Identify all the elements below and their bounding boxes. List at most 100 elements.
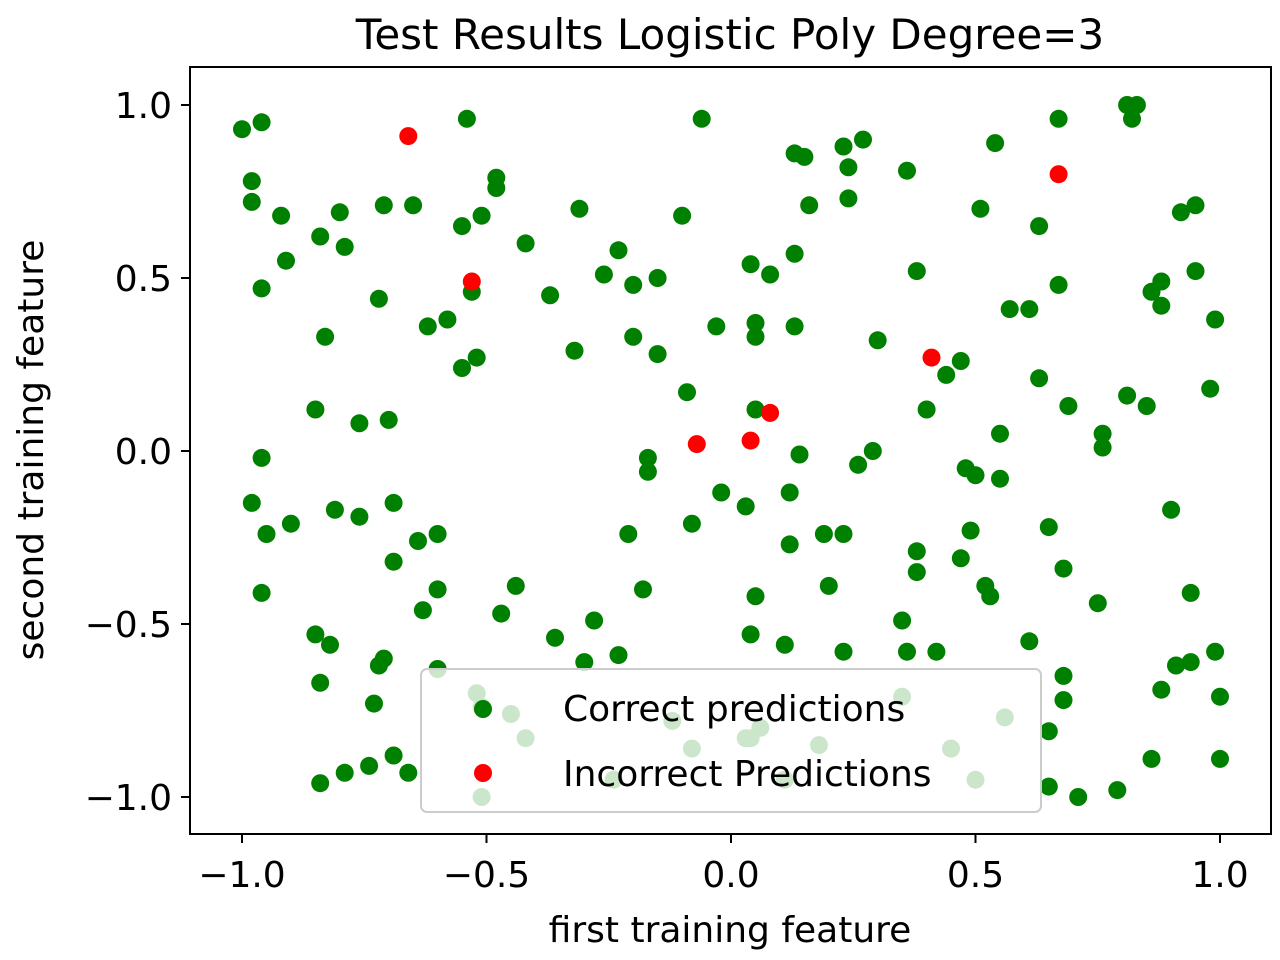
correct-point-60: [707, 317, 726, 336]
correct-point-117: [634, 580, 652, 599]
incorrect-point-0: [399, 127, 418, 146]
legend-label-correct: Correct predictions: [563, 689, 905, 730]
correct-point-98: [712, 483, 731, 502]
correct-point-148: [1181, 653, 1200, 672]
correct-point-61: [746, 314, 765, 332]
correct-point-66: [565, 341, 584, 360]
correct-point-108: [780, 535, 799, 554]
correct-point-9: [795, 147, 814, 166]
correct-point-50: [1049, 275, 1068, 294]
correct-point-109: [814, 525, 833, 543]
y-axis-label: second training feature: [11, 240, 52, 661]
legend-box: [420, 668, 1042, 813]
correct-point-13: [986, 134, 1005, 153]
correct-point-45: [252, 279, 271, 298]
correct-point-11: [854, 130, 872, 149]
correct-point-173: [384, 746, 403, 765]
correct-point-111: [961, 521, 980, 540]
correct-point-12: [839, 158, 858, 177]
correct-point-64: [868, 331, 887, 350]
correct-point-31: [1171, 203, 1190, 222]
correct-point-127: [819, 576, 838, 595]
correct-point-169: [1211, 687, 1229, 706]
x-tick-label: 0.0: [702, 855, 759, 896]
correct-point-85: [638, 462, 657, 481]
correct-point-30: [1186, 196, 1205, 215]
correct-point-103: [991, 469, 1009, 488]
correct-point-121: [951, 549, 970, 568]
correct-point-75: [350, 414, 369, 433]
correct-point-183: [1211, 749, 1229, 768]
correct-point-131: [306, 625, 325, 644]
incorrect-point-4: [761, 403, 780, 422]
correct-point-115: [506, 576, 525, 595]
incorrect-point-6: [741, 431, 760, 450]
correct-point-63: [785, 317, 804, 336]
correct-point-128: [413, 601, 432, 620]
correct-point-41: [648, 269, 667, 287]
correct-point-29: [971, 199, 990, 218]
correct-point-37: [277, 251, 295, 270]
correct-point-105: [619, 525, 638, 543]
correct-point-181: [1108, 781, 1127, 800]
correct-point-76: [678, 383, 696, 402]
correct-point-7: [1123, 109, 1141, 128]
correct-point-143: [609, 646, 628, 665]
correct-point-34: [335, 237, 354, 256]
correct-point-166: [1054, 691, 1073, 710]
correct-point-62: [746, 327, 765, 346]
correct-point-70: [951, 352, 970, 370]
correct-point-124: [981, 587, 1000, 606]
correct-point-136: [893, 611, 912, 630]
correct-point-10: [834, 137, 853, 156]
correct-point-137: [1088, 594, 1107, 613]
correct-point-39: [785, 244, 804, 263]
correct-point-150: [311, 673, 330, 692]
correct-point-92: [242, 493, 261, 512]
correct-point-116: [428, 580, 447, 599]
correct-point-179: [1039, 777, 1058, 796]
correct-point-33: [311, 227, 330, 246]
correct-point-97: [257, 525, 276, 543]
correct-point-180: [1069, 788, 1088, 806]
correct-point-107: [428, 525, 447, 543]
correct-point-69: [453, 359, 471, 377]
y-tick-label: −0.5: [85, 605, 172, 646]
x-tick-label: −0.5: [443, 855, 530, 896]
legend-marker-correct: [474, 700, 492, 718]
y-tick-label: 0.5: [115, 259, 172, 300]
x-tick-label: 1.0: [1191, 855, 1248, 896]
correct-point-147: [1167, 656, 1185, 675]
correct-point-172: [360, 756, 379, 775]
correct-point-65: [1206, 310, 1225, 329]
correct-point-18: [242, 192, 261, 211]
correct-point-28: [800, 196, 819, 215]
correct-point-168: [1152, 680, 1171, 699]
correct-point-80: [1137, 397, 1156, 415]
correct-point-106: [409, 532, 427, 550]
correct-point-0: [233, 120, 251, 139]
correct-point-14: [898, 161, 916, 180]
correct-point-44: [1186, 262, 1205, 281]
correct-point-81: [1059, 397, 1078, 415]
incorrect-point-3: [922, 348, 941, 367]
correct-point-52: [1142, 282, 1161, 301]
correct-point-112: [1039, 518, 1058, 537]
legend: Correct predictions Incorrect Prediction…: [420, 668, 1042, 813]
correct-point-120: [907, 563, 926, 582]
y-axis: −1.0 −0.5 0.0 0.5 1.0: [85, 86, 190, 819]
x-axis: −1.0 −0.5 0.0 0.5 1.0: [198, 834, 1249, 896]
correct-point-79: [1118, 386, 1137, 405]
correct-point-82: [1201, 379, 1220, 398]
correct-point-3: [692, 109, 711, 128]
correct-point-40: [594, 265, 613, 284]
correct-point-130: [585, 611, 604, 630]
correct-point-42: [761, 265, 780, 284]
correct-point-86: [790, 445, 809, 464]
correct-point-93: [384, 493, 403, 512]
correct-point-100: [780, 483, 799, 502]
correct-point-99: [736, 497, 755, 516]
correct-point-149: [1206, 642, 1225, 661]
correct-point-125: [1181, 583, 1200, 602]
